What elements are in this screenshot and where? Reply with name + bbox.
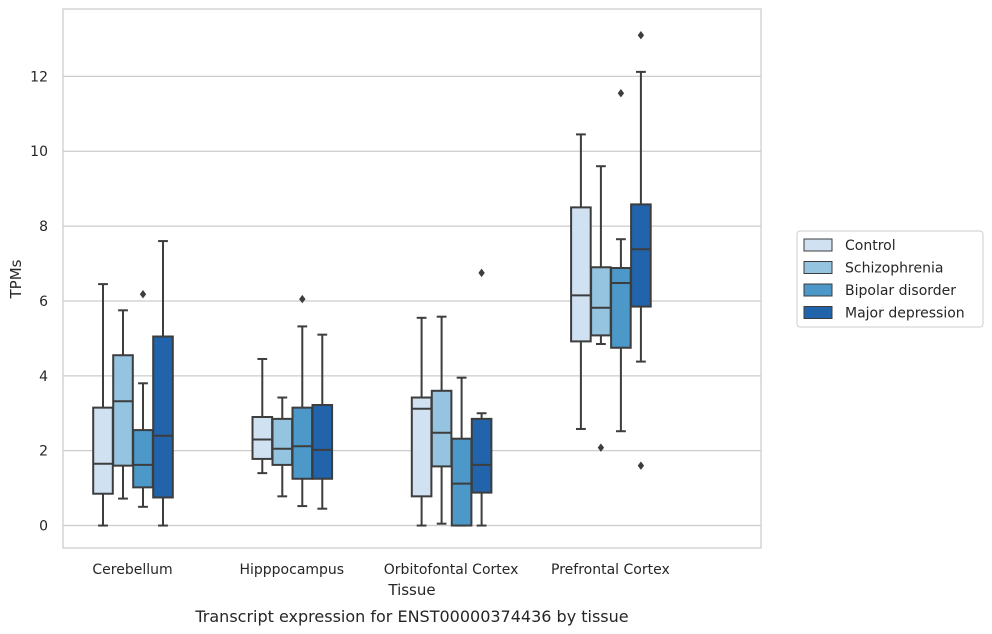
box-major-depression-orbitofontal-cortex [470, 268, 493, 527]
box-iqr [570, 206, 592, 343]
box-iqr [311, 404, 334, 480]
legend: Control Schizophrenia Bipolar disorder Majo… [796, 230, 984, 328]
box-iqr [470, 417, 493, 494]
box-control-hipppocampus [251, 357, 274, 475]
box-iqr [630, 203, 652, 308]
outlier-point [299, 294, 306, 304]
box-iqr [92, 406, 114, 495]
legend-label: Control [845, 238, 896, 254]
box-control-prefrontal-cortex [570, 133, 592, 430]
box-iqr [291, 406, 314, 480]
x-axis-title: Tissue [387, 581, 435, 599]
legend-label: Bipolar disorder [845, 283, 956, 299]
x-tick-label: Hipppocampus [239, 562, 344, 578]
outlier-point [637, 461, 645, 470]
x-tick-label: Orbitofontal Cortex [384, 562, 519, 578]
legend-swatch [803, 261, 833, 274]
y-tick-label: 6 [39, 294, 48, 310]
box-iqr [251, 415, 274, 460]
legend-label: Major depression [845, 306, 965, 322]
outlier-point [478, 268, 485, 278]
box-iqr [430, 389, 453, 468]
x-tick-labels: Cerebellum Hipppocampus Orbitofontal Corte… [92, 562, 669, 578]
box-bipolar-disorder-hipppocampus [291, 294, 314, 508]
y-tick-label: 4 [39, 369, 48, 385]
outlier-point [139, 290, 147, 299]
legend-swatch [803, 283, 833, 297]
box-schizophrenia-prefrontal-cortex [590, 165, 612, 452]
y-tick-labels: 0 2 4 6 8 10 12 [30, 69, 48, 534]
box-iqr [112, 354, 134, 467]
x-tick-label: Cerebellum [92, 562, 172, 578]
y-tick-label: 10 [30, 144, 48, 160]
box-schizophrenia-orbitofontal-cortex [430, 315, 453, 525]
legend-frame [796, 230, 984, 328]
x-tick-label: Prefrontal Cortex [551, 562, 670, 578]
box-bipolar-disorder-prefrontal-cortex [610, 89, 632, 433]
box-iqr [152, 335, 174, 499]
outlier-point [617, 89, 625, 98]
y-tick-label: 0 [39, 519, 48, 535]
box-schizophrenia-cerebellum [112, 309, 134, 500]
y-tick-label: 12 [30, 69, 48, 85]
outlier-point [597, 443, 605, 452]
box-major-depression-cerebellum [152, 240, 174, 527]
box-major-depression-hipppocampus [311, 333, 334, 510]
box-bipolar-disorder-cerebellum [132, 290, 154, 508]
legend-swatch [803, 306, 833, 319]
outlier-point [637, 31, 645, 40]
y-tick-label: 2 [39, 444, 48, 460]
box-iqr [410, 396, 433, 498]
y-axis-title: TPMs [7, 259, 25, 299]
box-iqr [450, 437, 473, 527]
box-iqr [590, 266, 612, 337]
box-major-depression-prefrontal-cortex [630, 31, 652, 470]
legend-label: Schizophrenia [845, 261, 943, 277]
chart-caption: Transcript expression for ENST0000037443… [194, 607, 628, 626]
box-iqr [271, 417, 294, 466]
plot-frame [62, 8, 762, 549]
y-tick-label: 8 [39, 219, 48, 235]
box-iqr [610, 267, 632, 349]
box-iqr [132, 429, 154, 489]
boxes [92, 31, 652, 527]
legend-swatch [803, 238, 833, 252]
